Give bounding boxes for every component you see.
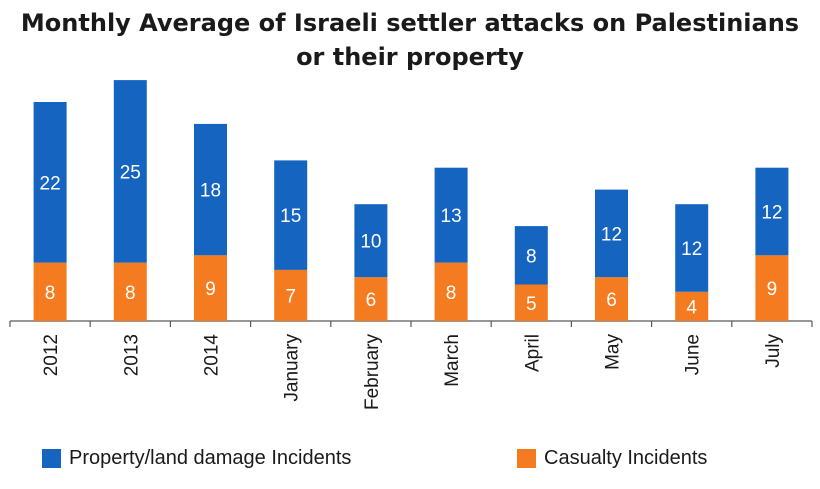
legend-item-casualty: Casualty Incidents (517, 445, 707, 471)
x-tick-label-9: July (763, 334, 784, 368)
legend-item-property: Property/land damage Incidents (42, 445, 351, 471)
data-label-property-9: 12 (761, 203, 782, 224)
data-label-casualty-1: 8 (125, 283, 136, 304)
legend-label-casualty: Casualty Incidents (544, 446, 708, 469)
data-label-casualty-3: 7 (285, 286, 296, 307)
data-label-property-1: 25 (120, 162, 141, 183)
legend-swatch-casualty (517, 448, 536, 468)
data-label-property-6: 8 (526, 246, 537, 267)
data-label-casualty-0: 8 (45, 283, 56, 304)
bar-property-1 (113, 80, 147, 263)
data-label-property-8: 12 (681, 239, 702, 260)
data-label-property-0: 22 (40, 173, 61, 194)
bar-property-3 (274, 160, 308, 270)
bar-property-4 (354, 204, 388, 278)
bar-property-6 (514, 226, 548, 285)
bar-casualty-1 (113, 262, 147, 321)
bar-casualty-8 (675, 291, 709, 321)
chart-title-line-1: Monthly Average of Israeli settler attac… (20, 9, 800, 37)
bar-property-5 (434, 167, 468, 263)
data-label-casualty-4: 6 (366, 290, 377, 311)
x-tick-label-2: 2014 (202, 334, 223, 377)
data-label-casualty-6: 5 (526, 294, 537, 315)
bar-casualty-4 (354, 277, 388, 321)
data-label-casualty-5: 8 (446, 283, 457, 304)
x-tick-label-1: 2013 (121, 334, 142, 376)
x-tick-label-3: January (282, 334, 303, 402)
x-tick-label-0: 2012 (41, 334, 62, 376)
bar-casualty-7 (595, 277, 628, 321)
x-tick-label-8: June (683, 334, 704, 375)
data-label-casualty-8: 4 (686, 297, 697, 318)
data-label-property-2: 18 (200, 181, 221, 202)
bar-casualty-5 (434, 262, 468, 321)
legend-swatch-property (42, 448, 61, 468)
bar-casualty-9 (755, 255, 789, 321)
bar-casualty-2 (194, 255, 227, 321)
data-label-property-3: 15 (280, 206, 301, 227)
bar-casualty-3 (274, 269, 308, 321)
data-label-property-4: 10 (360, 232, 381, 253)
bar-property-0 (33, 102, 67, 263)
chart-title-line-2: or their property (296, 43, 524, 71)
data-label-property-5: 13 (441, 206, 462, 227)
x-tick-label-4: February (362, 334, 383, 411)
data-label-casualty-7: 6 (606, 290, 617, 311)
chart-title: Monthly Average of Israeli settler attac… (0, 6, 820, 74)
x-tick-label-7: May (603, 334, 624, 370)
data-label-casualty-9: 9 (767, 279, 778, 300)
bar-property-8 (675, 204, 709, 292)
x-tick-label-6: April (522, 334, 543, 372)
legend-label-property: Property/land damage Incidents (69, 446, 352, 469)
x-tick-label-5: March (442, 334, 463, 387)
bar-casualty-6 (514, 284, 548, 321)
data-label-property-7: 12 (601, 224, 622, 245)
bar-property-7 (595, 189, 628, 278)
bar-property-9 (755, 167, 789, 256)
bar-property-2 (194, 123, 227, 256)
bar-casualty-0 (33, 262, 67, 321)
data-label-casualty-2: 9 (205, 279, 216, 300)
